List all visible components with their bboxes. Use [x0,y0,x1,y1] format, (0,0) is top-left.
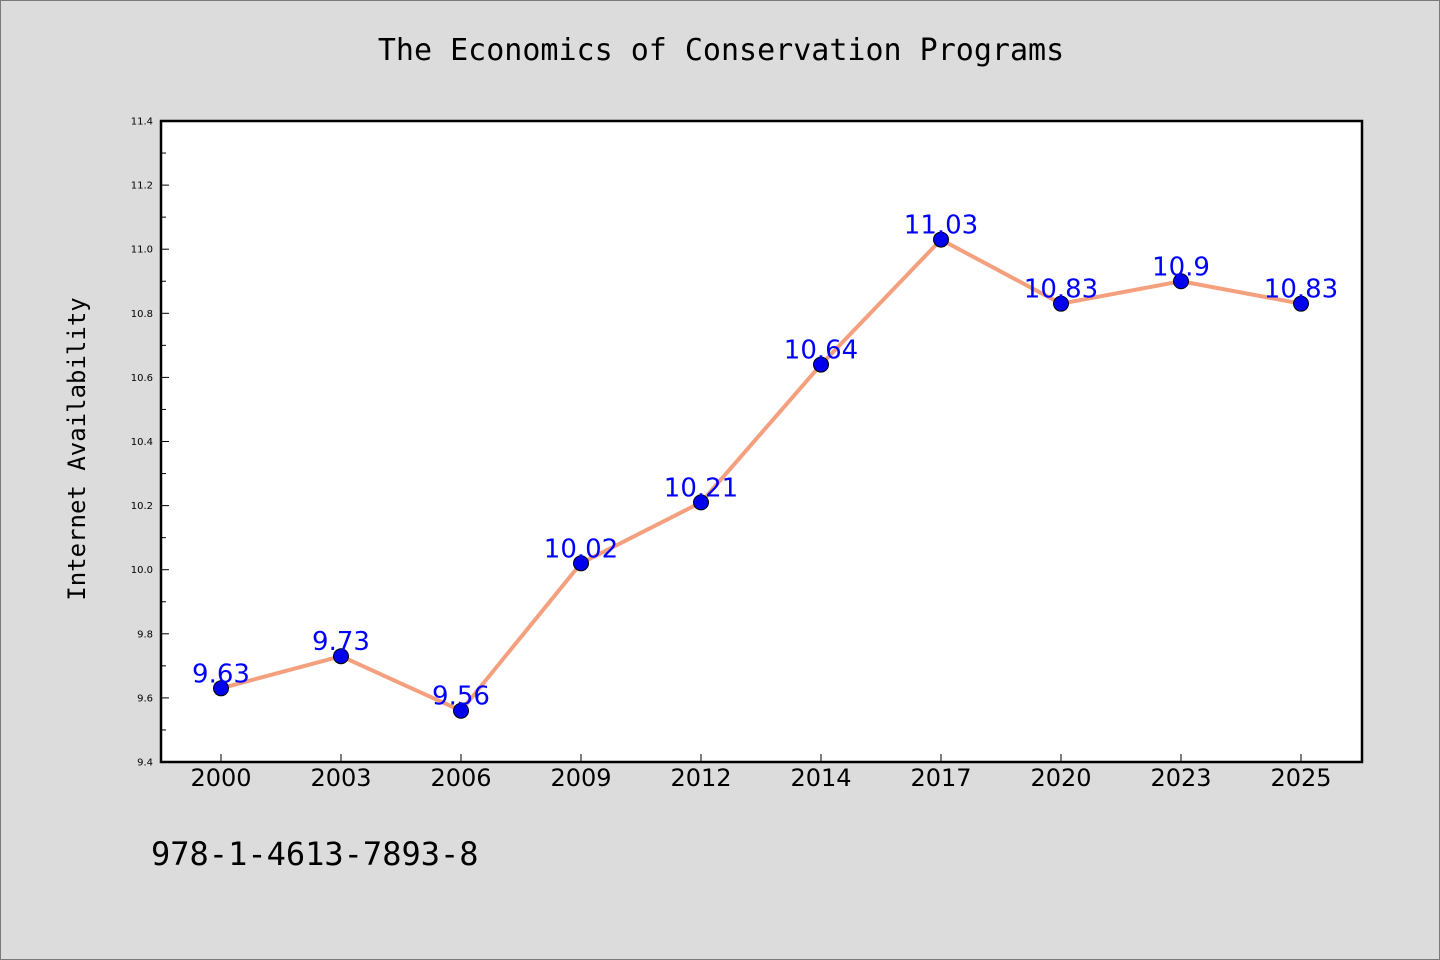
x-tick-label: 2023 [1150,764,1211,792]
data-label: 10.9 [1152,252,1210,282]
data-point [453,702,469,719]
x-tick-label: 2017 [910,764,971,792]
data-point [1053,295,1069,312]
data-point [693,494,709,511]
data-label: 9.56 [432,682,490,712]
data-point [813,356,829,373]
data-label: 9.73 [312,627,370,657]
x-tick-label: 2025 [1270,764,1331,792]
x-tick-label: 2003 [310,764,371,792]
plot-frame [159,119,1364,764]
x-tick-label: 2006 [430,764,491,792]
data-label: 10.83 [1264,275,1338,305]
data-point [333,648,349,665]
y-tick-label: 11.2 [131,181,153,192]
y-tick-label: 11.4 [131,117,153,128]
y-axis-ticks: 9.4 9.6 9.8 10.0 10.2 10.4 10.6 10.8 11.0 11.2 11.… [131,117,169,769]
data-point [213,680,229,697]
x-axis-ticks: 2000 2003 2006 2009 2012 2014 2017 2020 2023 2025 [190,754,1332,792]
data-point [1293,295,1309,312]
data-label: 11.03 [904,211,978,241]
data-point [933,231,949,248]
x-tick-label: 2009 [550,764,611,792]
data-label: 9.63 [192,659,250,689]
series-line-group [219,237,1303,713]
y-tick-label: 9.8 [137,629,153,640]
data-label: 10.02 [544,534,618,564]
chart-title: The Economics of Conservation Programs [377,33,1065,68]
plot-area [161,121,1362,762]
y-tick-label: 10.6 [131,373,153,384]
data-label: 10.21 [664,473,738,503]
y-tick-label: 10.2 [131,501,153,512]
y-tick-label: 9.4 [137,758,153,769]
y-tick-label: 9.6 [137,693,153,704]
data-point [1173,273,1189,290]
series-line [219,237,1303,713]
x-tick-label: 2000 [190,764,251,792]
y-tick-label: 11.0 [131,245,153,256]
data-point [573,555,589,572]
data-label: 10.83 [1024,275,1098,305]
data-label: 10.64 [784,336,858,366]
y-tick-label: 10.0 [131,565,153,576]
data-markers [213,231,1309,719]
x-tick-label: 2014 [790,764,851,792]
x-tick-label: 2020 [1030,764,1091,792]
y-tick-label: 10.4 [131,437,153,448]
data-labels: 9.63 9.73 9.56 10.02 10.21 10.64 11.03 10.83 10.… [192,211,1338,712]
x-tick-label: 2012 [670,764,731,792]
y-tick-label: 10.8 [131,309,153,320]
isbn-code: 978-1-4613-7893-8 [151,835,479,873]
